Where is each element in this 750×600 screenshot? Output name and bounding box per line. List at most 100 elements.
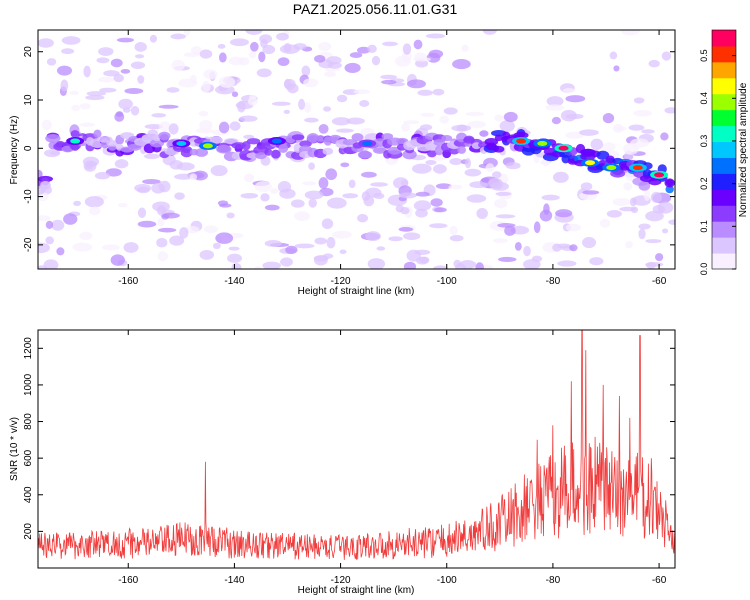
- heatmap-blob: [151, 113, 167, 118]
- heatmap-blob: [249, 94, 257, 100]
- heatmap-blob: [413, 39, 423, 50]
- x-tick-label: -160: [118, 276, 138, 287]
- heatmap-blob: [61, 36, 81, 45]
- heatmap-blob: [641, 129, 655, 134]
- heatmap-blob: [270, 188, 279, 194]
- heatmap-blob: [612, 197, 631, 207]
- heatmap-blob: [178, 78, 198, 88]
- top-x-axis-label: Height of straight line (km): [298, 286, 415, 297]
- heatmap-blob: [318, 124, 329, 134]
- heatmap-blob: [451, 124, 472, 132]
- heatmap-blob: [638, 223, 651, 230]
- ridge-blob: [351, 133, 364, 142]
- heatmap-blob: [264, 204, 280, 211]
- heatmap-blob: [60, 79, 69, 92]
- heatmap-blob: [286, 83, 299, 94]
- heatmap-blob: [557, 260, 577, 267]
- heatmap-blob: [449, 225, 458, 236]
- heatmap-blob: [123, 242, 139, 253]
- heatmap-blob: [89, 206, 101, 216]
- heatmap-blob: [370, 182, 388, 187]
- heatmap-blob: [79, 231, 93, 241]
- heatmap-blob: [247, 96, 258, 106]
- heatmap-blob: [169, 235, 185, 246]
- ridge-blob: [255, 152, 267, 160]
- y-tick-label: 1200: [23, 337, 34, 360]
- ridge-blob: [180, 148, 193, 158]
- heatmap-blob: [467, 120, 487, 129]
- heatmap-blob: [86, 91, 107, 96]
- heatmap-blob: [259, 34, 273, 44]
- peak-core: [271, 138, 282, 144]
- heatmap-blob: [158, 104, 179, 109]
- heatmap-blob: [606, 210, 622, 218]
- heatmap-blob: [218, 121, 230, 134]
- heatmap-blob: [226, 212, 235, 219]
- snr-layer: [38, 330, 675, 560]
- heatmap-blob: [245, 30, 263, 35]
- heatmap-blob: [582, 190, 600, 195]
- ridge-blob: [373, 147, 387, 154]
- ridge-blob: [194, 148, 209, 157]
- ridge-blob: [291, 134, 305, 141]
- heatmap-blob: [294, 243, 315, 249]
- heatmap-blob: [243, 173, 255, 183]
- heatmap-blob: [322, 253, 334, 259]
- heatmap-blob: [326, 197, 347, 209]
- heatmap-blob: [314, 237, 328, 245]
- heatmap-blob: [103, 70, 120, 77]
- colorbar-segment: [712, 173, 736, 190]
- ridge-blob: [665, 179, 674, 186]
- ridge-blob: [427, 149, 437, 158]
- ridge-blob: [381, 133, 394, 140]
- heatmap-blob: [419, 256, 430, 264]
- y-tick-label: 800: [23, 413, 34, 430]
- heatmap-blob: [359, 100, 370, 107]
- heatmap-blob: [449, 234, 464, 242]
- heatmap-blob: [239, 115, 258, 122]
- heatmap-blob: [494, 198, 508, 209]
- ridge-blob: [479, 130, 489, 137]
- heatmap-blob: [137, 207, 147, 219]
- heatmap-blob: [551, 116, 561, 125]
- heatmap-blob: [113, 73, 124, 83]
- heatmap-blob: [492, 171, 502, 179]
- ridge-blob: [127, 143, 142, 151]
- heatmap-blob: [539, 160, 552, 165]
- heatmap-blob: [645, 210, 664, 222]
- heatmap-blob: [373, 192, 385, 200]
- ridge-blob: [596, 150, 610, 160]
- heatmap-blob: [43, 259, 59, 269]
- heatmap-blob: [348, 179, 356, 189]
- y-tick-label: -20: [23, 237, 34, 252]
- heatmap-blob: [555, 209, 573, 218]
- heatmap-blob: [589, 257, 604, 266]
- heatmap-blob: [134, 42, 147, 52]
- y-tick-label: 0: [23, 145, 34, 151]
- heatmap-blob: [218, 76, 236, 88]
- heatmap-blob: [308, 162, 315, 170]
- heatmap-blob: [565, 95, 586, 103]
- heatmap-blob: [56, 247, 65, 256]
- heatmap-blob: [464, 158, 472, 169]
- heatmap-blob: [638, 180, 651, 191]
- ridge-blob: [278, 143, 289, 153]
- ridge-blob: [106, 140, 119, 147]
- colorbar-tick-label: 0.5: [699, 49, 709, 62]
- heatmap-blob: [357, 213, 369, 223]
- heatmap-blob: [157, 218, 165, 227]
- heatmap-blob: [118, 202, 128, 208]
- heatmap-blob: [79, 102, 91, 110]
- heatmap-blob: [156, 237, 168, 248]
- bottom-plot-frame: [37, 329, 676, 569]
- heatmap-blob: [323, 71, 337, 78]
- ridge-blob: [40, 180, 51, 190]
- colorbar-segment: [712, 77, 736, 95]
- peak-core: [202, 143, 213, 149]
- heatmap-blob: [96, 57, 110, 64]
- colorbar: 0.0 0.1 0.2 0.3 0.4 0.5: [699, 29, 737, 275]
- heatmap-blob: [648, 59, 660, 68]
- heatmap-blob: [657, 201, 674, 214]
- heatmap-blob: [79, 122, 96, 127]
- heatmap-blob: [304, 102, 312, 114]
